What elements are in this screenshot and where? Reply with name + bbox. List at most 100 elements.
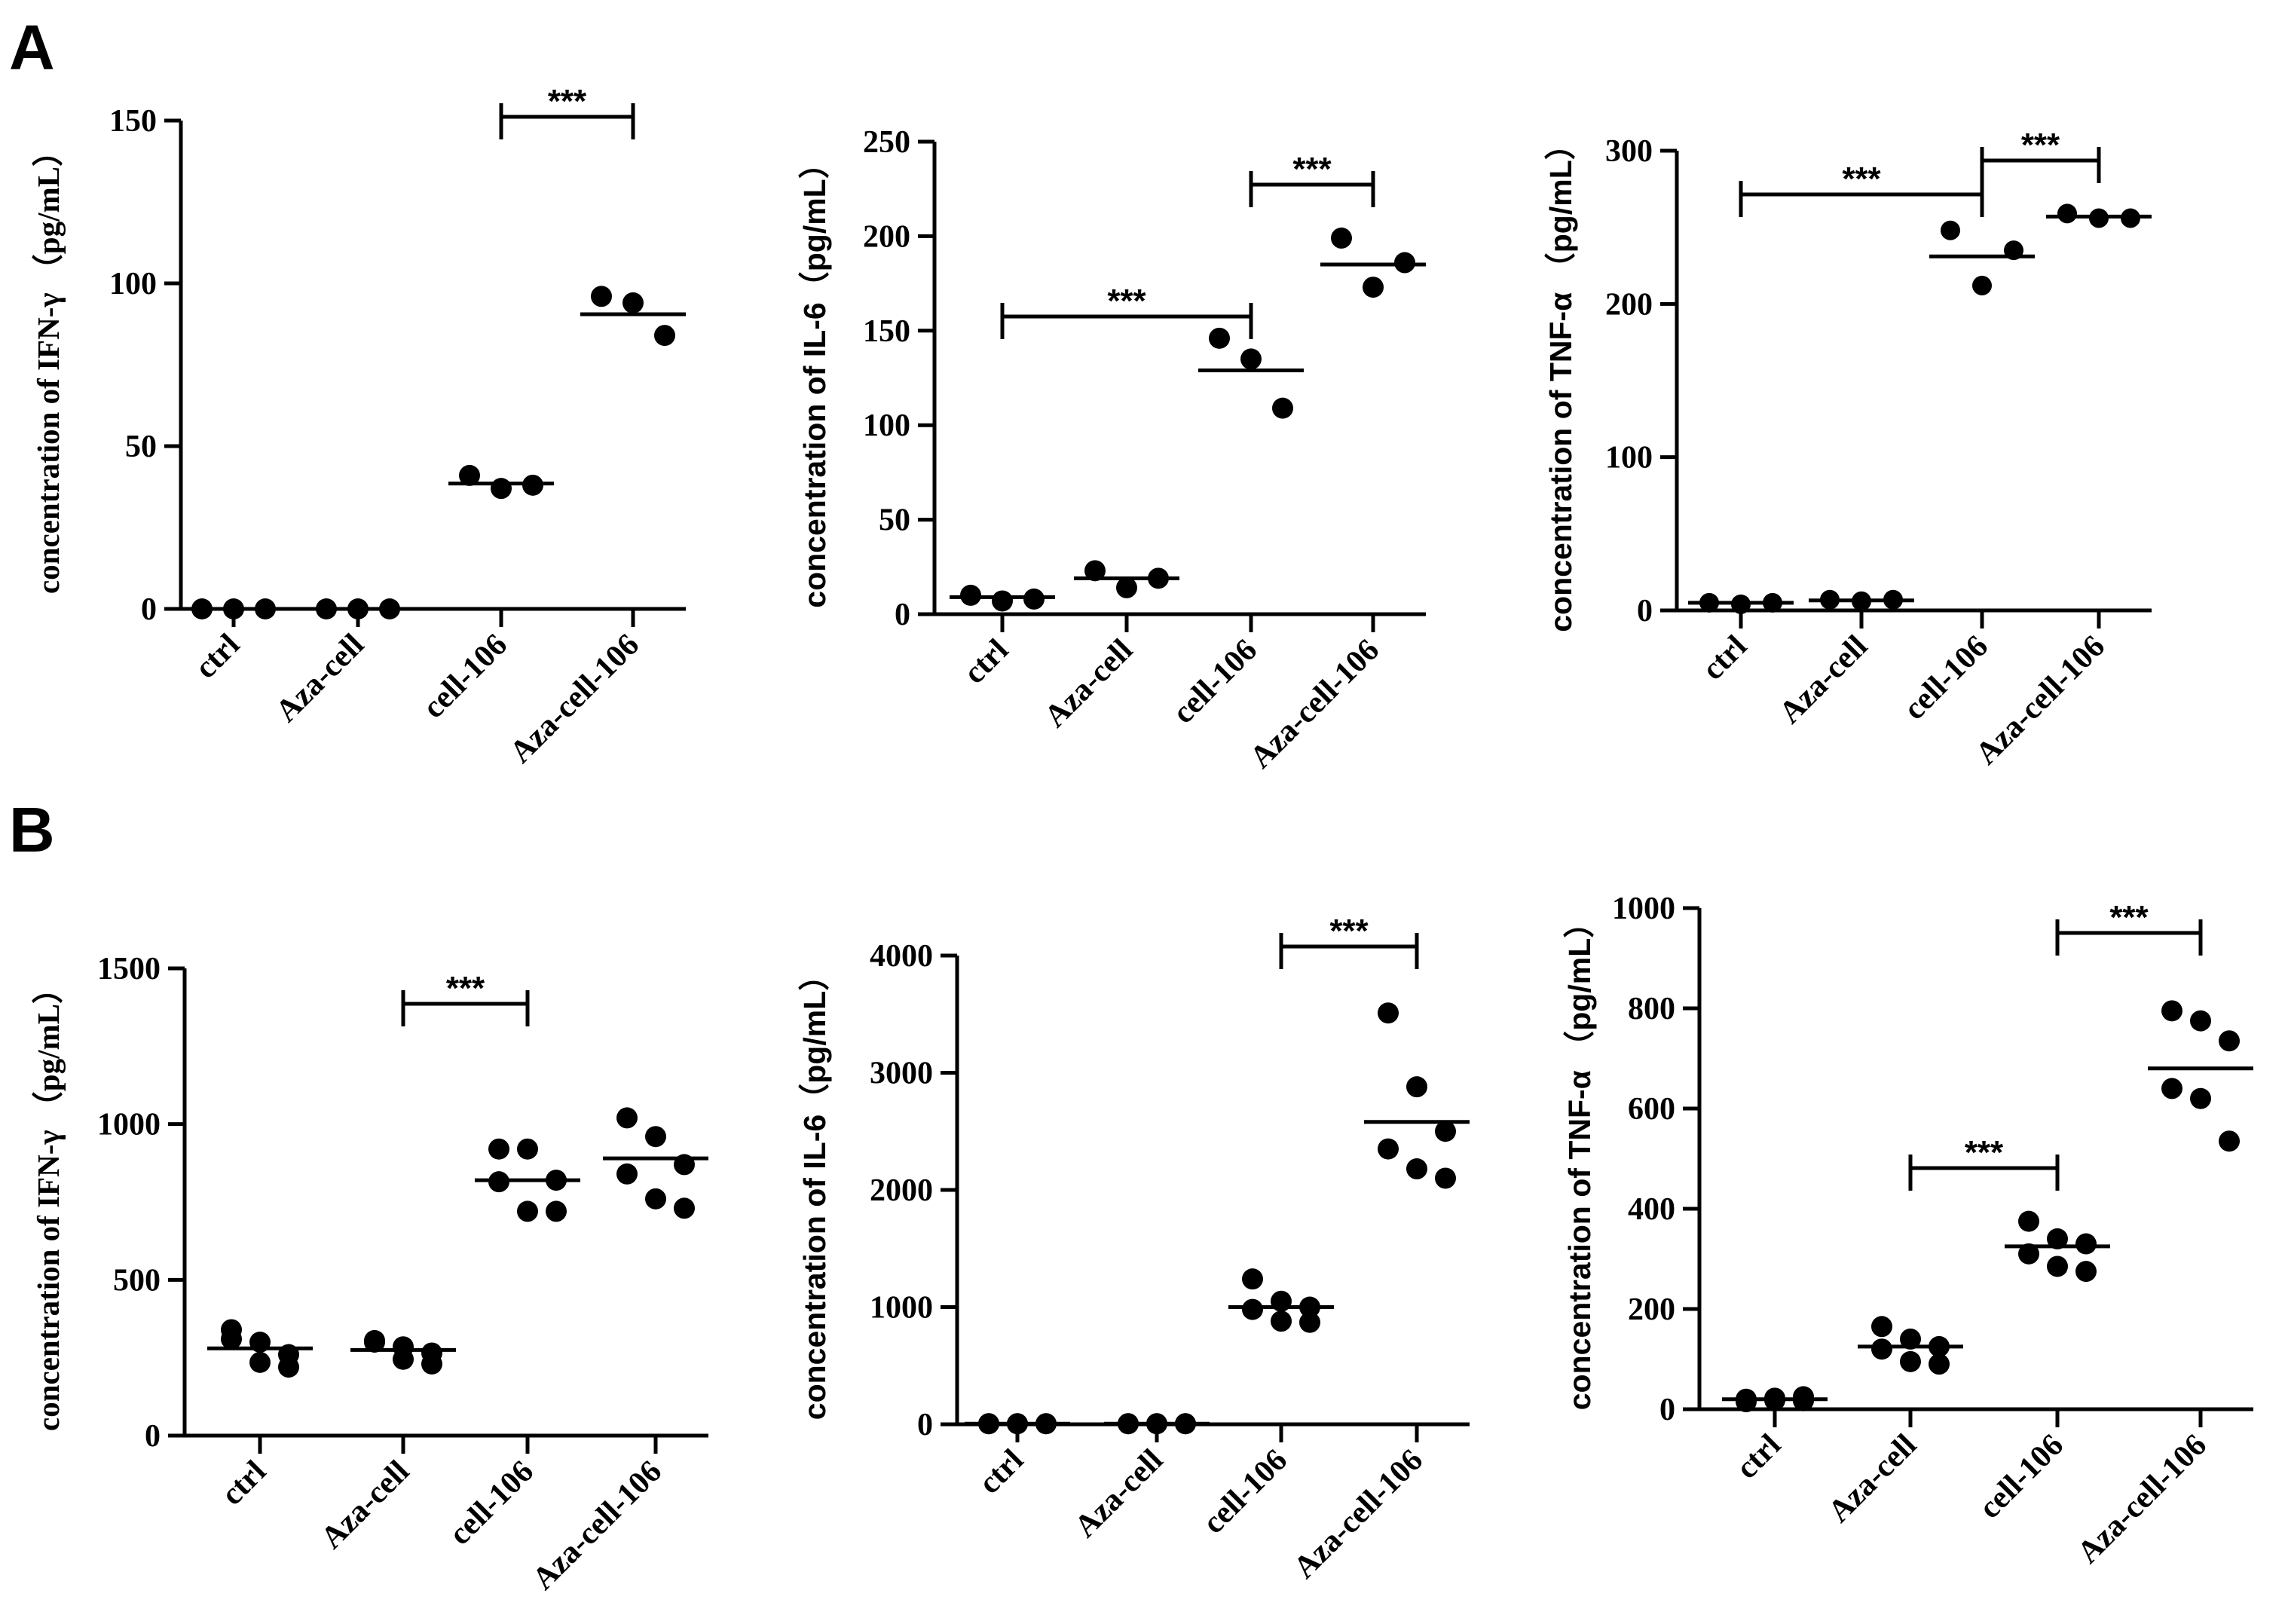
y-tick-label: 0 (141, 592, 157, 627)
data-point (1736, 1391, 1757, 1413)
y-tick-label: 50 (125, 430, 157, 464)
significance-label: *** (2109, 899, 2149, 936)
data-point (1242, 1298, 1263, 1320)
y-tick-label: 0 (1637, 594, 1653, 628)
data-point (1972, 275, 1992, 295)
panel-label-b: B (9, 794, 55, 865)
data-point (2219, 1030, 2240, 1052)
significance-label: *** (1842, 161, 1881, 197)
y-tick-label: 3000 (870, 1057, 933, 1091)
data-point (1084, 560, 1106, 582)
y-tick-label: 1000 (1612, 892, 1675, 926)
data-point (1435, 1121, 1456, 1142)
significance-label: *** (1292, 151, 1332, 188)
y-tick-label: 250 (863, 125, 910, 160)
data-point (2047, 1228, 2068, 1249)
y-tick-label: 0 (895, 598, 910, 632)
y-tick-label: 800 (1628, 992, 1675, 1026)
x-tick-label: ctrl (972, 1443, 1030, 1501)
y-tick-label: 500 (113, 1263, 161, 1298)
data-point (1900, 1350, 1921, 1372)
data-point (1871, 1338, 1892, 1360)
data-point (1941, 220, 1960, 240)
data-point (2190, 1087, 2211, 1109)
data-point (2047, 1255, 2068, 1277)
x-tick-label: cell-106 (1972, 1428, 2070, 1526)
chart-a-ifn-gamma: 0 50 100 150 ctrl Aza-cell cell-106Aza-cell-10… (31, 83, 686, 770)
data-point (616, 1163, 638, 1185)
data-point (1900, 1328, 1921, 1350)
x-tick-label: ctrl (957, 633, 1015, 691)
y-tick-label: 1000 (97, 1108, 161, 1142)
significance-label: *** (1965, 1134, 2004, 1171)
data-point (459, 464, 480, 486)
significance-label: *** (2021, 127, 2060, 164)
y-tick-label: 100 (109, 267, 157, 301)
data-point (517, 1200, 538, 1222)
y-tick-label: 1000 (870, 1291, 933, 1326)
y-tick-label: 150 (109, 104, 157, 139)
x-tick-label: Aza-cell-106 (1287, 1443, 1430, 1586)
x-tick-label: Aza-cell (269, 628, 371, 729)
data-point (2075, 1233, 2097, 1255)
data-point (1299, 1311, 1320, 1333)
data-point (546, 1200, 567, 1222)
data-point (1209, 327, 1230, 349)
data-point (221, 1328, 242, 1350)
data-point (622, 292, 644, 313)
data-point (2219, 1130, 2240, 1152)
significance-label: *** (1329, 913, 1369, 950)
data-point (1929, 1353, 1950, 1375)
data-point (517, 1138, 538, 1160)
data-point (1331, 227, 1352, 249)
y-tick-label: 2000 (870, 1173, 933, 1208)
y-tick-label: 300 (1605, 134, 1653, 169)
y-axis-title: concentration of IL-6（pg/mL） (797, 960, 832, 1420)
x-tick-label: cell-106 (416, 628, 514, 726)
data-point (1435, 1167, 1456, 1189)
data-point (2057, 203, 2077, 224)
data-point (645, 1126, 666, 1148)
y-tick-label: 100 (1605, 441, 1653, 476)
data-point (1394, 252, 1415, 274)
x-tick-label: Aza-cell-106 (1243, 633, 1386, 775)
data-point (992, 590, 1013, 612)
y-tick-label: 0 (917, 1408, 933, 1442)
significance-label: *** (548, 83, 587, 120)
data-point (654, 325, 675, 347)
data-point (2018, 1243, 2039, 1265)
data-point (421, 1353, 442, 1375)
y-tick-label: 4000 (870, 939, 933, 974)
y-tick-label: 0 (145, 1419, 161, 1454)
y-tick-label: 50 (879, 503, 910, 538)
data-point (249, 1351, 271, 1373)
x-tick-label: Aza-cell-106 (2071, 1428, 2213, 1570)
data-point (278, 1356, 299, 1378)
data-point (491, 478, 512, 500)
y-tick-label: 400 (1628, 1192, 1675, 1227)
y-axis-title: concentration of TNF-α （pg/mL） (1543, 129, 1578, 632)
data-point (674, 1197, 695, 1219)
y-tick-label: 0 (1659, 1393, 1675, 1427)
data-point (2190, 1010, 2211, 1032)
y-tick-label: 1500 (97, 952, 161, 986)
y-tick-label: 200 (1605, 287, 1653, 322)
y-tick-label: 600 (1628, 1092, 1675, 1127)
data-point (364, 1332, 385, 1353)
chart-b-ifn-gamma: 0 500 1000 1500 ctrl Aza-cell cell-106Aza-cell… (31, 952, 708, 1597)
data-point (2075, 1261, 2097, 1283)
x-tick-label: Aza-cell-106 (503, 628, 646, 770)
data-point (1272, 397, 1293, 419)
chart-b-il-6: 0 1000 2000 3000 4000 ctrl Aza-cell cell-106Aza… (797, 913, 1470, 1586)
data-point (2161, 1078, 2182, 1099)
data-point (2018, 1210, 2039, 1232)
data-point (1871, 1316, 1892, 1338)
data-point (1240, 348, 1262, 370)
data-point (1363, 277, 1384, 298)
y-axis-title: concentration of IFN-γ （pg/mL） (31, 973, 66, 1431)
x-tick-label: ctrl (188, 628, 246, 686)
data-point (960, 584, 981, 606)
x-tick-label: Aza-cell (314, 1454, 416, 1556)
x-tick-label: Aza-cell (1068, 1443, 1170, 1545)
